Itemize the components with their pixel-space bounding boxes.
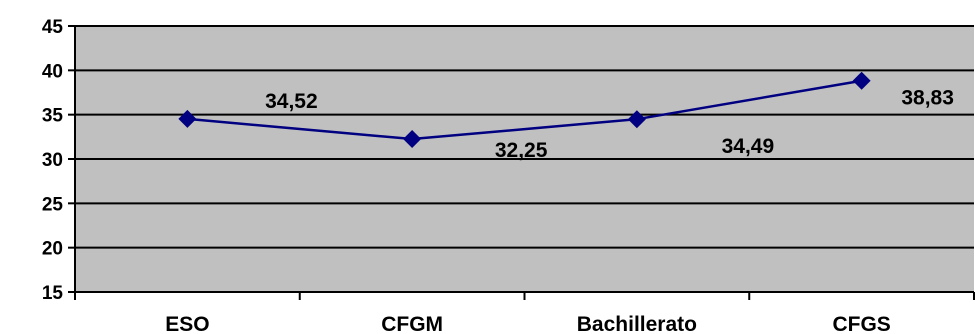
data-label: 38,83 — [901, 87, 954, 110]
y-tick-label: 45 — [42, 17, 64, 38]
y-tick-label: 20 — [42, 239, 63, 260]
data-point-marker — [403, 130, 422, 149]
gridlines — [75, 25, 974, 249]
x-category-label: CFGM — [381, 313, 443, 334]
data-point-marker — [627, 110, 646, 129]
y-tick-label: 35 — [42, 106, 64, 127]
y-tick-label: 25 — [42, 194, 64, 215]
series-line — [187, 79, 862, 141]
y-tick-label: 40 — [42, 61, 63, 82]
category-labels: ESO CFGM Bachillerato CFGS — [165, 313, 891, 334]
x-category-label: ESO — [165, 313, 209, 334]
y-tick-label: 15 — [42, 283, 64, 304]
data-point-marker — [178, 109, 197, 128]
series-layer — [178, 71, 871, 149]
data-labels: 34,52 32,25 34,49 38,83 — [265, 87, 954, 162]
y-tick-labels: 15 20 25 30 35 40 45 — [42, 17, 75, 304]
data-point-marker — [852, 71, 871, 90]
y-tick-label: 30 — [42, 150, 63, 171]
x-tick-marks — [74, 292, 975, 300]
data-label: 34,52 — [265, 90, 318, 113]
data-label: 34,49 — [722, 135, 775, 158]
data-label: 32,25 — [495, 139, 548, 162]
x-category-label: CFGS — [832, 313, 890, 334]
x-category-label: Bachillerato — [577, 313, 697, 334]
